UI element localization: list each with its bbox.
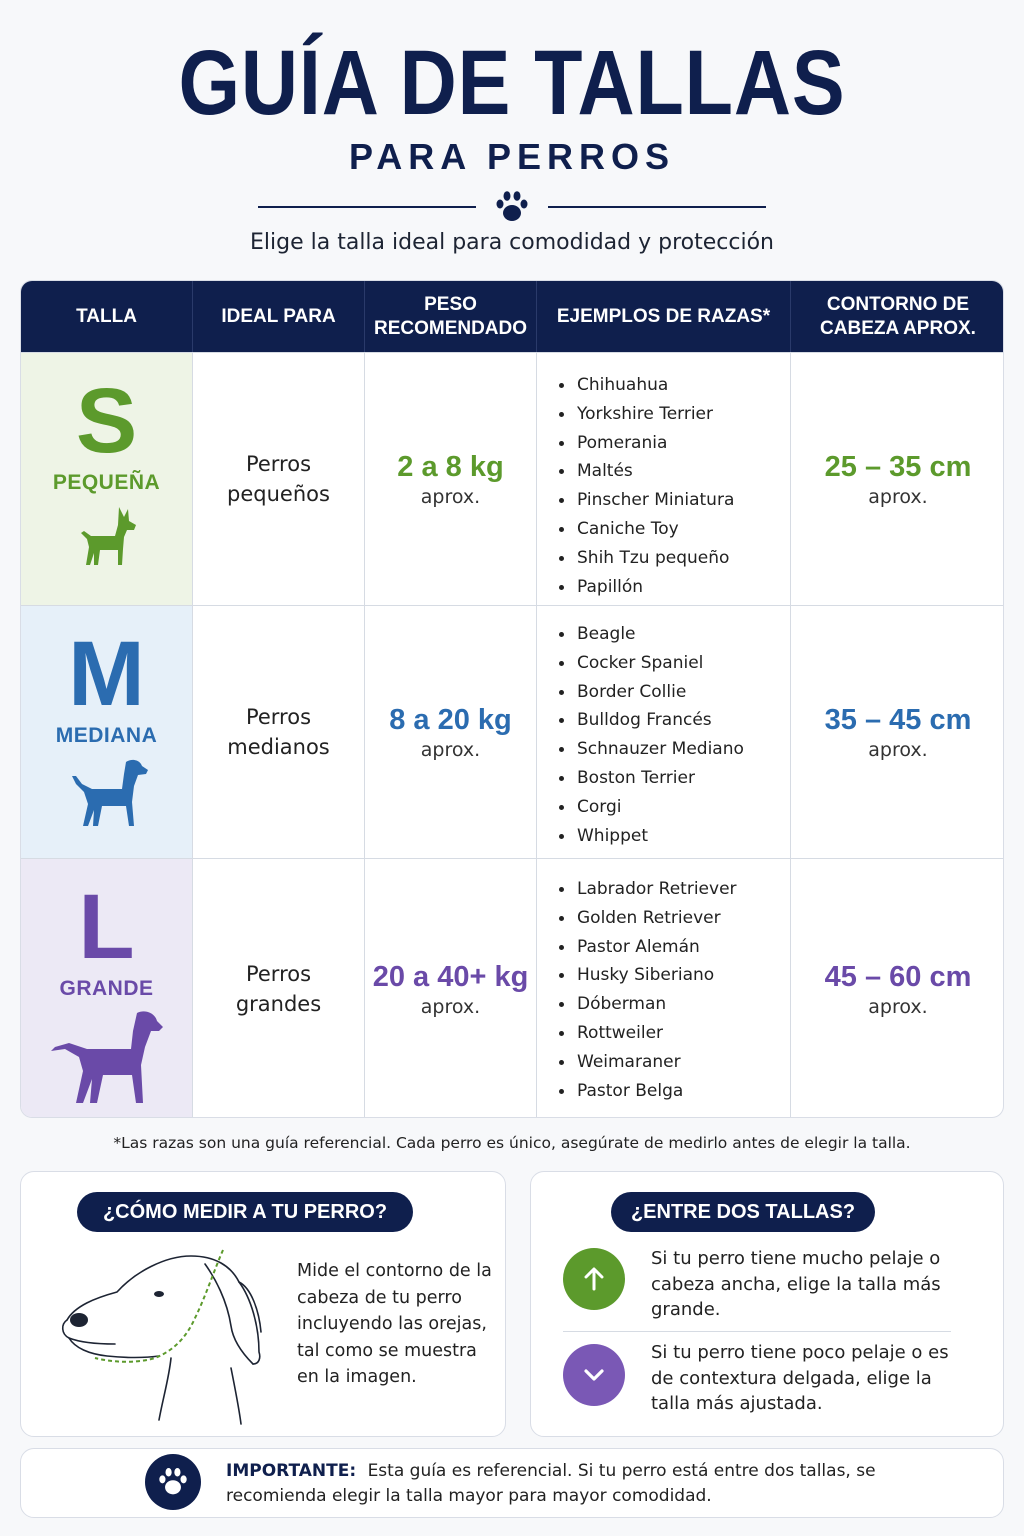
breed-item: Chihuahua (557, 371, 790, 400)
between-sizes-box: ¿ENTRE DOS TALLAS? Si tu perro tiene muc… (530, 1171, 1004, 1437)
breed-item: Golden Retriever (557, 904, 790, 933)
breed-item: Labrador Retriever (557, 875, 790, 904)
breeds-cell: Chihuahua Yorkshire Terrier Pomerania Ma… (537, 353, 791, 605)
breed-item: Dóberman (557, 990, 790, 1019)
size-letter: M (68, 623, 145, 725)
breed-item: Husky Siberiano (557, 961, 790, 990)
breed-item: Cocker Spaniel (557, 649, 790, 678)
breed-item: Pinscher Miniatura (557, 486, 790, 515)
table-header: TALLA IDEAL PARA PESO RECOMENDADO EJEMPL… (21, 281, 1003, 352)
weight-cell: 8 a 20 kg aprox. (365, 606, 537, 858)
table-row-small: S PEQUEÑA Perros pequeños 2 a 8 kg aprox… (21, 352, 1003, 605)
breed-item: Border Collie (557, 678, 790, 707)
size-cell: M MEDIANA (21, 606, 193, 858)
measure-box: ¿CÓMO MEDIR A TU PERRO? Mide el contorno… (20, 1171, 506, 1437)
breed-item: Yorkshire Terrier (557, 400, 790, 429)
breed-item: Pastor Alemán (557, 933, 790, 962)
paw-icon (145, 1454, 201, 1510)
breeds-footnote: *Las razas son una guía referencial. Cad… (113, 1134, 911, 1152)
size-name: PEQUEÑA (52, 471, 161, 494)
head-cell: 35 – 45 cm aprox. (791, 606, 1003, 858)
head-note: aprox. (868, 996, 928, 1018)
important-label: IMPORTANTE: (226, 1461, 357, 1481)
important-banner: IMPORTANTE: Esta guía es referencial. Si… (20, 1448, 1004, 1518)
weight-note: aprox. (420, 739, 481, 761)
size-letter: L (78, 876, 135, 978)
breed-list: Labrador Retriever Golden Retriever Past… (537, 859, 790, 1105)
breed-item: Bulldog Francés (557, 706, 790, 735)
head-note: aprox. (868, 486, 928, 508)
important-text-block: IMPORTANTE: Esta guía es referencial. Si… (226, 1459, 926, 1508)
tip-larger: Si tu perro tiene mucho pelaje o cabeza … (651, 1248, 941, 1320)
head-value: 35 – 45 cm (824, 704, 972, 736)
measure-instructions: Mide el contorno de la cabeza de tu perr… (297, 1261, 492, 1387)
column-header-breeds: EJEMPLOS DE RAZAS* (537, 281, 791, 352)
header-divider-left (258, 206, 476, 208)
size-name: GRANDE (59, 977, 154, 1000)
ideal-for: Perros pequeños (193, 353, 365, 605)
breed-item: Corgi (557, 793, 790, 822)
paw-icon (496, 191, 528, 221)
column-header-weight: PESO RECOMENDADO (365, 281, 537, 352)
breed-item: Maltés (557, 457, 790, 486)
table-row-medium: M MEDIANA Perros medianos 8 a 20 kg apro… (21, 605, 1003, 858)
large-dog-icon (50, 1011, 163, 1103)
breeds-cell: Labrador Retriever Golden Retriever Past… (537, 859, 791, 1117)
column-header-ideal: IDEAL PARA (193, 281, 365, 352)
breed-item: Boston Terrier (557, 764, 790, 793)
breed-item: Pomerania (557, 429, 790, 458)
weight-cell: 2 a 8 kg aprox. (365, 353, 537, 605)
table-row-large: L GRANDE Perros grandes 20 a 40+ kg apro… (21, 858, 1003, 1117)
head-cell: 45 – 60 cm aprox. (791, 859, 1003, 1117)
tips-divider (563, 1331, 951, 1332)
weight-cell: 20 a 40+ kg aprox. (365, 859, 537, 1117)
breed-item: Pastor Belga (557, 1077, 790, 1106)
weight-value: 20 a 40+ kg (372, 961, 529, 993)
size-cell: S PEQUEÑA (21, 353, 193, 605)
ideal-for: Perros medianos (193, 606, 365, 858)
breed-item: Papillón (557, 573, 790, 602)
column-header-head: CONTORNO DE CABEZA APROX. (820, 293, 976, 339)
head-value: 25 – 35 cm (824, 451, 972, 483)
weight-value: 2 a 8 kg (397, 451, 504, 483)
page-title: GUÍA DE TALLAS (178, 32, 846, 134)
weight-value: 8 a 20 kg (389, 704, 512, 736)
important-text: Esta guía es referencial. Si tu perro es… (226, 1461, 876, 1506)
breed-item: Schnauzer Mediano (557, 735, 790, 764)
chevron-down-icon (563, 1344, 625, 1406)
breeds-cell: Beagle Cocker Spaniel Border Collie Bull… (537, 606, 791, 858)
tip-tighter: Si tu perro tiene poco pelaje o es de co… (651, 1342, 949, 1414)
between-title: ¿ENTRE DOS TALLAS? (611, 1192, 875, 1232)
measure-title: ¿CÓMO MEDIR A TU PERRO? (77, 1192, 413, 1232)
breed-list: Beagle Cocker Spaniel Border Collie Bull… (537, 606, 790, 850)
ideal-for: Perros grandes (193, 859, 365, 1117)
head-note: aprox. (868, 739, 928, 761)
arrow-up-icon (563, 1248, 625, 1310)
breed-item: Whippet (557, 822, 790, 851)
column-header-talla: TALLA (21, 281, 193, 352)
breed-list: Chihuahua Yorkshire Terrier Pomerania Ma… (537, 353, 790, 601)
size-cell: L GRANDE (21, 859, 193, 1117)
weight-note: aprox. (420, 486, 481, 508)
dog-head-illustration (61, 1249, 262, 1425)
size-letter: S (75, 370, 138, 472)
header-divider-right (548, 206, 766, 208)
breed-item: Caniche Toy (557, 515, 790, 544)
size-table: TALLA IDEAL PARA PESO RECOMENDADO EJEMPL… (20, 280, 1004, 1118)
medium-dog-icon (71, 759, 148, 826)
breed-item: Rottweiler (557, 1019, 790, 1048)
head-value: 45 – 60 cm (824, 961, 972, 993)
weight-note: aprox. (420, 996, 481, 1018)
page-subtitle: PARA PERROS (348, 136, 676, 177)
breed-item: Weimaraner (557, 1048, 790, 1077)
head-cell: 25 – 35 cm aprox. (791, 353, 1003, 605)
tagline: Elige la talla ideal para comodidad y pr… (250, 230, 774, 255)
small-dog-icon (80, 507, 136, 565)
size-name: MEDIANA (55, 724, 158, 747)
breed-item: Beagle (557, 620, 790, 649)
breed-item: Shih Tzu pequeño (557, 544, 790, 573)
